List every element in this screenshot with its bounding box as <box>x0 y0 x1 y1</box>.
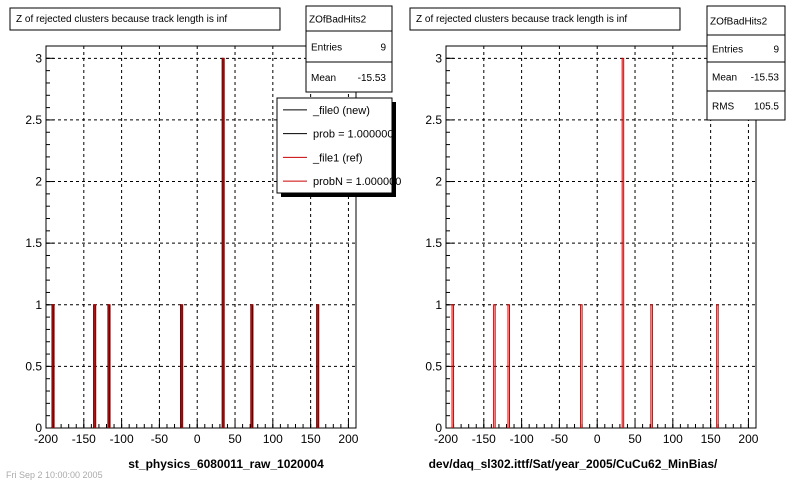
histogram-bar <box>507 304 511 428</box>
legend-label: prob = 1.000000 <box>313 129 393 141</box>
histogram-bar <box>222 57 225 428</box>
x-tick-label: -200 <box>34 432 58 446</box>
left-histogram-panel: -200 -150 -100 -50 0 50 100 150 200 0 0.5 1 1.5 2 2.5 3… <box>9 5 401 471</box>
histogram-bar <box>316 304 320 428</box>
histogram-bar <box>716 304 719 428</box>
histogram-bar <box>580 304 583 428</box>
y-tick-label: 1 <box>35 298 42 312</box>
stats-box <box>305 5 393 93</box>
x-tick-label: 50 <box>628 432 642 446</box>
x-tick-label: -50 <box>151 432 169 446</box>
y-tick-label: 0.5 <box>25 359 42 373</box>
y-tick-label: 0.5 <box>425 359 442 373</box>
x-tick-label: -150 <box>472 432 496 446</box>
x-tick-label: 100 <box>663 432 683 446</box>
histogram-bar <box>621 57 625 428</box>
y-tick-label: 0 <box>35 421 42 435</box>
x-tick-label: -150 <box>72 432 96 446</box>
x-tick-label: 150 <box>701 432 721 446</box>
histogram-bar <box>52 304 55 428</box>
y-tick-label: 2.5 <box>425 113 442 127</box>
stats-name: ZOfBadHits2 <box>309 15 367 26</box>
x-tick-label: 0 <box>194 432 201 446</box>
y-tick-label: 3 <box>435 51 442 65</box>
y-tick-label: 3 <box>35 51 42 65</box>
x-tick-label: -50 <box>551 432 569 446</box>
histogram-bar <box>180 304 184 428</box>
chart-title: Z of rejected clusters because track len… <box>416 14 627 25</box>
x-tick-label: -200 <box>434 432 458 446</box>
y-tick-label: 2 <box>435 175 442 189</box>
stats-value: -15.53 <box>751 73 780 84</box>
stats-name: ZOfBadHits2 <box>710 17 768 28</box>
chart-title: Z of rejected clusters because track len… <box>16 14 227 25</box>
y-tick-label: 0 <box>435 421 442 435</box>
histogram-bar <box>251 304 254 428</box>
legend-label: _file1 (ref) <box>312 152 363 164</box>
stats-box <box>706 5 786 121</box>
stats-value: 9 <box>380 43 386 54</box>
plot-frame <box>445 45 757 429</box>
footer-timestamp: Fri Sep 2 10:00:00 2005 <box>6 470 103 480</box>
stats-label: Mean <box>712 73 737 84</box>
x-tick-label: 50 <box>228 432 242 446</box>
y-tick-label: 1 <box>435 298 442 312</box>
legend: _file0 (new) prob = 1.000000 _file1 (ref) p… <box>276 97 401 197</box>
x-tick-label: -100 <box>510 432 534 446</box>
histogram-bar <box>451 304 455 428</box>
title-box <box>409 7 681 31</box>
x-tick-label: 0 <box>594 432 601 446</box>
histogram-bar <box>93 304 97 428</box>
legend-box <box>276 97 393 194</box>
x-tick-label: 150 <box>301 432 321 446</box>
x-axis-label: st_physics_6080011_raw_1020004 <box>128 457 324 471</box>
legend-label: _file0 (new) <box>312 105 370 117</box>
y-tick-label: 2.5 <box>25 113 42 127</box>
x-tick-label: 100 <box>263 432 283 446</box>
y-tick-label: 2 <box>35 175 42 189</box>
right-histogram-panel: -200 -150 -100 -50 0 50 100 150 200 0 0.5 1 1.5 2 2.5 3… <box>409 5 786 471</box>
stats-value: 105.5 <box>754 102 779 113</box>
stats-value: 9 <box>773 45 779 56</box>
stats-value: -15.53 <box>358 73 387 84</box>
histogram-bar <box>650 304 653 428</box>
x-tick-label: 200 <box>338 432 358 446</box>
y-tick-label: 1.5 <box>425 236 442 250</box>
legend-label: probN = 1.000000 <box>313 176 401 188</box>
y-tick-label: 1.5 <box>25 236 42 250</box>
stats-label: Entries <box>712 45 743 56</box>
x-tick-label: -100 <box>110 432 134 446</box>
stats-label: Entries <box>311 43 342 54</box>
title-box <box>9 7 281 31</box>
x-tick-label: 200 <box>738 432 758 446</box>
histogram-bar <box>108 304 111 428</box>
histogram-bar <box>493 304 496 428</box>
x-axis-label: dev/daq_sl302.ittf/Sat/year_2005/CuCu62_… <box>429 457 718 471</box>
stats-label: RMS <box>712 102 735 113</box>
stats-label: Mean <box>311 73 336 84</box>
